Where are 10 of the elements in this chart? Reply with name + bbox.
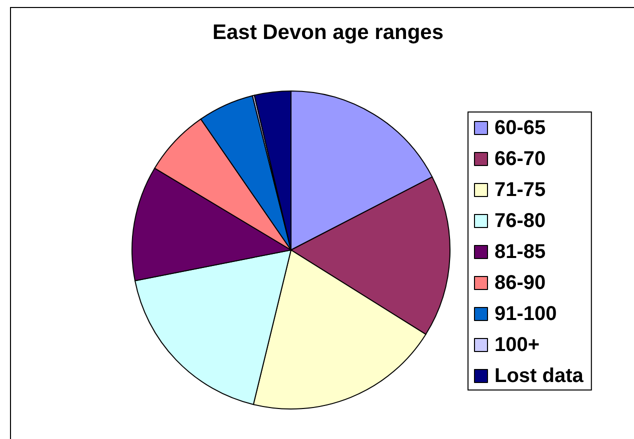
legend-label: 100+: [494, 334, 540, 356]
legend-label: Lost data: [494, 365, 584, 387]
legend-label: 66-70: [494, 148, 546, 170]
legend-label: 60-65: [494, 117, 546, 139]
legend-label: 76-80: [494, 210, 546, 232]
legend-label: 86-90: [494, 272, 546, 294]
chart-title: East Devon age ranges: [212, 21, 444, 44]
legend-label: 81-85: [494, 241, 546, 263]
legend-label: 71-75: [494, 179, 546, 201]
legend-label: 91-100: [494, 303, 557, 325]
